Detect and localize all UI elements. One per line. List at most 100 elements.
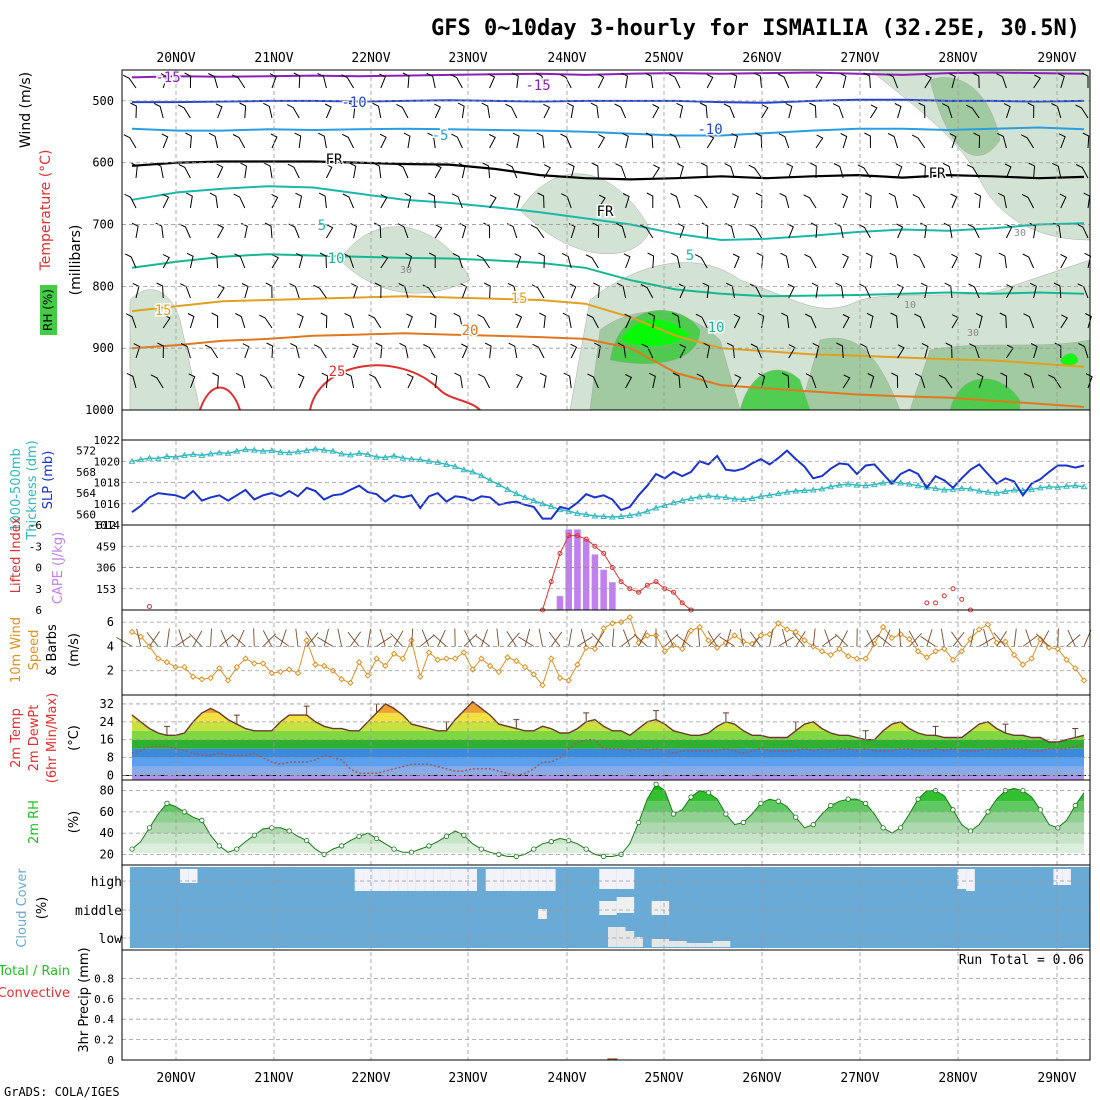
wind-barb [563, 372, 572, 389]
cloud-low [660, 939, 670, 947]
wind-barb [265, 282, 273, 299]
wind-barb [908, 632, 922, 647]
wind-barb [539, 312, 546, 329]
wind-barb [560, 133, 572, 149]
wind-barb [350, 222, 358, 239]
wind-barb [668, 73, 681, 89]
wind-barb [894, 103, 902, 119]
wind-barb [390, 632, 404, 647]
wind-speed-marker [189, 673, 197, 680]
cloud-level-label: middle [75, 904, 122, 919]
wind-barb [867, 373, 875, 389]
wind-barb [777, 73, 790, 89]
wind-speed-marker [504, 654, 511, 661]
wind-barb [454, 372, 463, 389]
thickness-marker [242, 446, 249, 453]
wind-barb [373, 222, 382, 239]
p6-ylabel: 2m RH [27, 800, 42, 844]
rh-marker [234, 846, 240, 852]
wind-speed-marker [259, 660, 267, 667]
wind-speed-marker [303, 637, 310, 644]
wind-barb [459, 223, 467, 239]
cloud-low [651, 939, 661, 947]
p2-tick-right: 1018 [94, 477, 121, 490]
thickness-marker [836, 481, 843, 488]
cloud-high [424, 869, 434, 891]
thickness-marker [635, 510, 642, 517]
wind-barb [488, 73, 496, 89]
p5-tick: 8 [107, 751, 114, 765]
wind-barb [832, 103, 844, 119]
wind-barb [288, 223, 300, 239]
minmax-whisker [862, 730, 869, 740]
thickness-marker [705, 492, 712, 499]
wind-barb [489, 194, 497, 209]
wind-barb [506, 223, 518, 239]
wind-barb [1082, 132, 1090, 149]
thickness-marker [154, 455, 162, 462]
wind-speed-marker [687, 627, 695, 634]
thickness-marker [198, 451, 206, 458]
wind-barb [210, 252, 219, 269]
wind-barb [897, 344, 905, 359]
p1-tick: 700 [92, 218, 114, 232]
wind-barb [286, 104, 300, 119]
contour-label: 30 [1014, 228, 1026, 239]
cape-bar [556, 596, 564, 610]
wind-barb [150, 374, 164, 389]
wind-barb [924, 74, 932, 89]
wind-barb [866, 312, 874, 329]
wind-speed-marker [591, 645, 599, 653]
wind-barb [587, 373, 599, 389]
wind-barb [344, 312, 355, 329]
date-label-bottom: 22NOV [351, 1071, 390, 1086]
wind-speed-marker [783, 626, 791, 633]
wind-barb [812, 628, 816, 647]
wind-speed-marker [731, 632, 738, 639]
p2-tick-left: 568 [76, 466, 96, 479]
thickness-marker [766, 491, 773, 498]
wind-barb [162, 193, 170, 209]
thickness-marker [818, 485, 826, 492]
rh-marker [601, 853, 607, 860]
wind-barb [1033, 74, 1042, 89]
slp-line [131, 449, 1085, 520]
rh-marker [897, 825, 904, 831]
wind-barb [835, 282, 844, 299]
minmax-whisker [1072, 728, 1079, 738]
wind-barb [318, 192, 327, 209]
wind-barb [149, 631, 160, 647]
wind-barb [240, 162, 248, 179]
wind-speed-marker [294, 669, 302, 677]
wind-barb [779, 192, 790, 209]
wind-barb [536, 132, 545, 149]
cloud-high [625, 869, 635, 889]
thickness-marker [670, 499, 677, 506]
wind-speed-marker [216, 665, 223, 672]
contour-label: -10 [697, 122, 722, 138]
wind-barb [889, 252, 899, 269]
wind-barb [869, 104, 878, 119]
wind-speed-marker [679, 645, 686, 653]
wind-barb [859, 343, 871, 359]
rh-marker [304, 837, 310, 844]
wind-barb [208, 132, 219, 149]
wind-barb [460, 283, 468, 299]
wind-barb [559, 73, 572, 89]
cloud-middle [608, 901, 617, 915]
rh-marker [723, 811, 729, 817]
wind-barb [908, 630, 919, 647]
wind-barb [719, 636, 735, 647]
wind-barb [975, 312, 983, 329]
wind-speed-marker [600, 625, 607, 632]
thickness-marker [215, 449, 223, 456]
cloud-high [433, 869, 443, 891]
wind-barb [434, 224, 443, 239]
thickness-marker [827, 483, 835, 490]
wind-speed-marker [556, 674, 564, 682]
thickness-marker [565, 507, 573, 514]
wind-speed-marker [207, 674, 214, 682]
wind-barb [591, 632, 604, 647]
rh-marker [1037, 807, 1043, 813]
wind-barb [131, 162, 138, 179]
